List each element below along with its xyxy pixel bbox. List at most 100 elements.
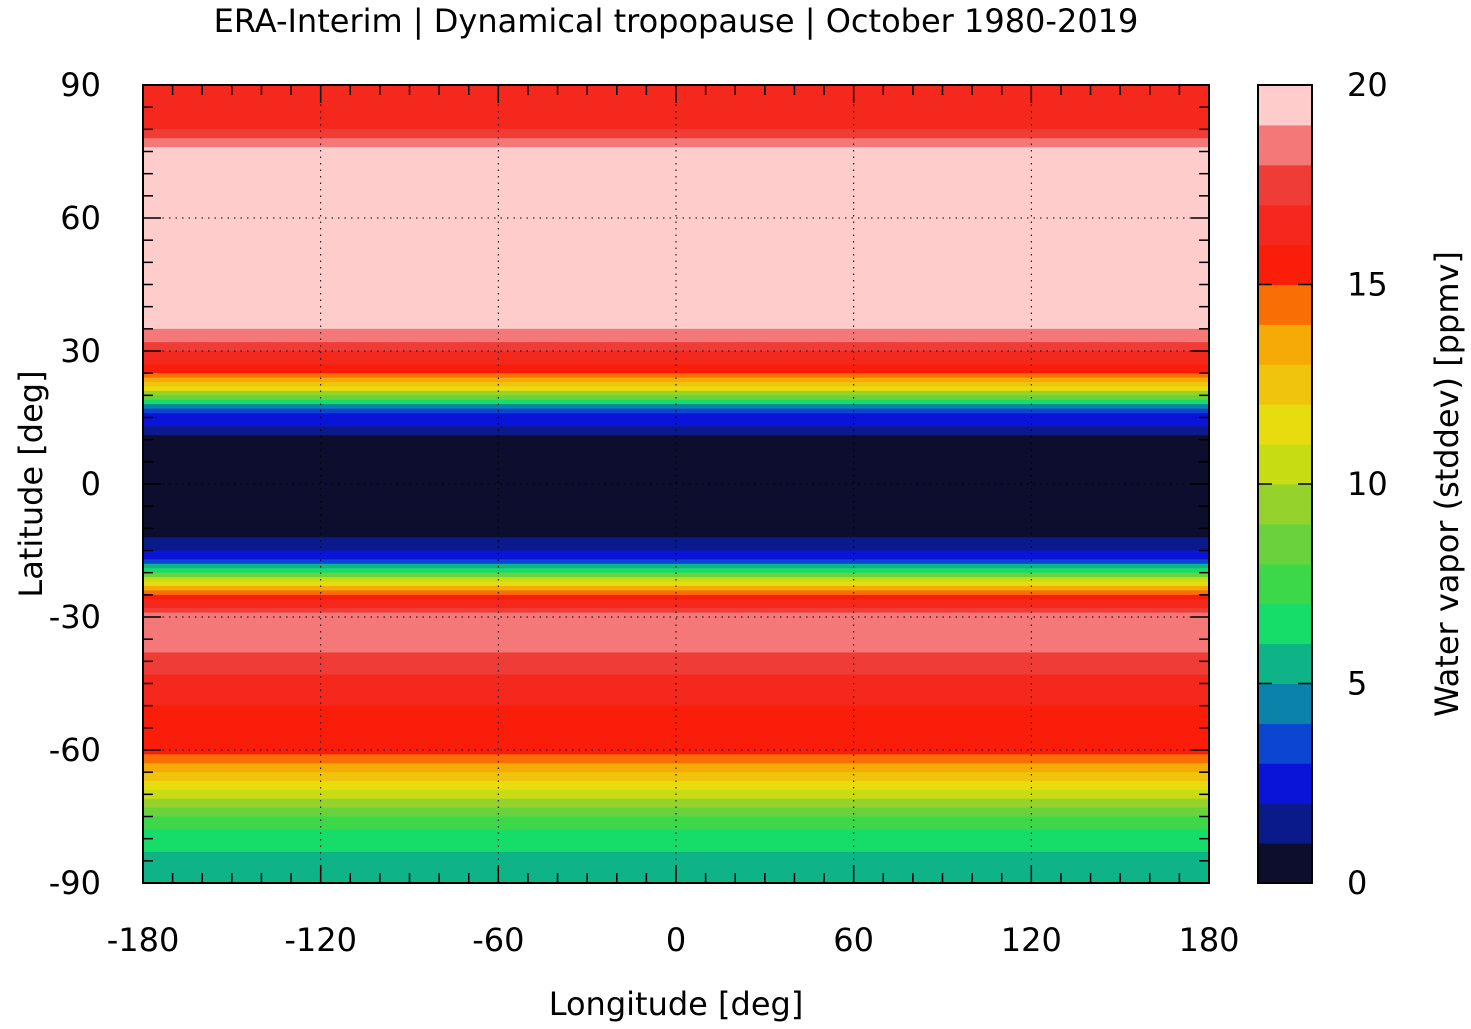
heatmap-band bbox=[143, 346, 1209, 352]
heatmap-band bbox=[143, 515, 1209, 521]
heatmap-band bbox=[143, 390, 1209, 396]
heatmap-band bbox=[143, 816, 1209, 822]
colorbar-segment bbox=[1258, 803, 1312, 844]
y-tick-label: 30 bbox=[60, 332, 101, 370]
heatmap-band bbox=[143, 679, 1209, 685]
heatmap-band bbox=[143, 532, 1209, 538]
heatmap-band bbox=[143, 355, 1209, 361]
colorbar-segment bbox=[1258, 404, 1312, 445]
heatmap-band bbox=[143, 151, 1209, 157]
heatmap-band bbox=[143, 209, 1209, 215]
colorbar-segment bbox=[1258, 603, 1312, 645]
heatmap-band bbox=[143, 240, 1209, 246]
colorbar-segment bbox=[1258, 124, 1312, 166]
colorbar-segment bbox=[1258, 763, 1312, 804]
heatmap-band bbox=[143, 484, 1209, 490]
y-tick-label: -30 bbox=[49, 598, 101, 636]
heatmap-band bbox=[143, 781, 1209, 787]
heatmap-band bbox=[143, 288, 1209, 294]
y-axis-label: Latitude [deg] bbox=[12, 370, 50, 597]
heatmap-band bbox=[143, 528, 1209, 534]
heatmap-band bbox=[143, 138, 1209, 144]
heatmap-band bbox=[143, 439, 1209, 445]
colorbar-segment bbox=[1258, 643, 1312, 684]
heatmap-band bbox=[143, 608, 1209, 614]
heatmap-band bbox=[143, 426, 1209, 432]
heatmap-band bbox=[143, 723, 1209, 729]
heatmap-band bbox=[143, 244, 1209, 250]
heatmap-band bbox=[143, 630, 1209, 636]
heatmap-band bbox=[143, 413, 1209, 419]
heatmap-band bbox=[143, 718, 1209, 724]
colorbar-segment bbox=[1258, 723, 1312, 764]
heatmap-band bbox=[143, 253, 1209, 259]
x-tick-label: -180 bbox=[107, 921, 180, 959]
heatmap-band bbox=[143, 160, 1209, 166]
heatmap-band bbox=[143, 280, 1209, 286]
heatmap-band bbox=[143, 807, 1209, 813]
heatmap-band bbox=[143, 612, 1209, 618]
heatmap-band bbox=[143, 665, 1209, 671]
heatmap-band bbox=[143, 231, 1209, 237]
heatmap-band bbox=[143, 692, 1209, 698]
colorbar-tick-label: 15 bbox=[1347, 266, 1388, 304]
heatmap-band bbox=[143, 351, 1209, 357]
heatmap-band bbox=[143, 262, 1209, 268]
heatmap-band bbox=[143, 448, 1209, 454]
heatmap-band bbox=[143, 257, 1209, 263]
y-tick-label: -90 bbox=[49, 864, 101, 902]
heatmap-band bbox=[143, 204, 1209, 210]
heatmap-band bbox=[143, 475, 1209, 481]
y-tick-label: 0 bbox=[81, 465, 101, 503]
heatmap-band bbox=[143, 120, 1209, 126]
heatmap-band bbox=[143, 404, 1209, 410]
heatmap-band bbox=[143, 789, 1209, 795]
heatmap-band bbox=[143, 860, 1209, 866]
x-tick-label: -60 bbox=[472, 921, 524, 959]
colorbar-label: Water vapor (stddev) [ppmv] bbox=[1428, 251, 1466, 717]
colorbar-segment bbox=[1258, 444, 1312, 485]
colorbar-segment bbox=[1258, 204, 1312, 246]
colorbar-segment bbox=[1258, 364, 1312, 405]
heatmap-band bbox=[143, 359, 1209, 365]
heatmap-band bbox=[143, 488, 1209, 494]
heatmap-band bbox=[143, 218, 1209, 224]
heatmap-band bbox=[143, 727, 1209, 733]
colorbar-segment bbox=[1258, 484, 1312, 525]
colorbar-tick-label: 20 bbox=[1347, 66, 1388, 104]
heatmap-band bbox=[143, 155, 1209, 161]
heatmap-band bbox=[143, 342, 1209, 348]
colorbar-segment bbox=[1258, 284, 1312, 325]
colorbar bbox=[1258, 85, 1312, 884]
heatmap-band bbox=[143, 559, 1209, 565]
colorbar-segment bbox=[1258, 683, 1312, 724]
colorbar-segment bbox=[1258, 563, 1312, 605]
heatmap-band bbox=[143, 457, 1209, 463]
heatmap-band bbox=[143, 554, 1209, 560]
heatmap-band bbox=[143, 470, 1209, 476]
colorbar-tick-label: 10 bbox=[1347, 465, 1388, 503]
y-tick-label: 60 bbox=[60, 199, 101, 237]
heatmap-band bbox=[143, 523, 1209, 529]
heatmap-band bbox=[143, 266, 1209, 272]
heatmap-band bbox=[143, 537, 1209, 543]
heatmap-band bbox=[143, 275, 1209, 281]
heatmap-band bbox=[143, 812, 1209, 818]
heatmap-band bbox=[143, 111, 1209, 117]
heatmap-band bbox=[143, 147, 1209, 153]
heatmap-band bbox=[143, 652, 1209, 658]
heatmap-band bbox=[143, 732, 1209, 738]
heatmap-band bbox=[143, 617, 1209, 623]
heatmap-band bbox=[143, 763, 1209, 769]
heatmap-band bbox=[143, 333, 1209, 339]
heatmap-band bbox=[143, 643, 1209, 649]
heatmap-band bbox=[143, 834, 1209, 840]
heatmap-band bbox=[143, 736, 1209, 742]
heatmap-band bbox=[143, 501, 1209, 507]
x-tick-label: 0 bbox=[666, 921, 686, 959]
colorbar-segment bbox=[1258, 843, 1312, 884]
heatmap-band bbox=[143, 249, 1209, 255]
x-tick-label: 120 bbox=[1001, 921, 1062, 959]
heatmap-band bbox=[143, 444, 1209, 450]
